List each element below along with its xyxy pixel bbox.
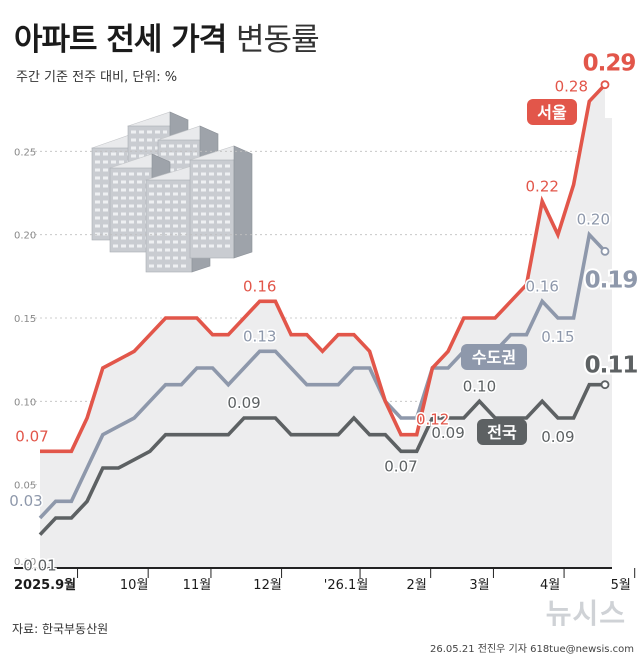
apartment-tower: [189, 145, 253, 259]
value-labels: 0.07 0.16 0.12 0.22 0.280.29 0.03 0.13 0.16 0.15…: [8, 49, 640, 577]
seoul-end-marker: [600, 80, 610, 90]
newsis-watermark: 뉴시스: [545, 597, 626, 630]
source-note: 자료: 한국부동산원: [12, 622, 109, 636]
seoul-series-label: 서울: [527, 99, 577, 125]
seoul-value-label: 0.28: [555, 77, 588, 95]
seoul-value-label: 0.12: [416, 411, 449, 429]
x-tick-label: 2025.9월: [14, 577, 76, 593]
chart-title: 아파트 전세 가격 변동률: [14, 14, 320, 59]
x-tick-label: 4월: [540, 578, 560, 593]
capital-line: [38, 230, 607, 520]
seoul-area-fill: [40, 84, 612, 569]
seoul-value-label: 0.07: [15, 427, 48, 445]
national-series-label: 전국: [477, 419, 527, 445]
capital-value-label: 0.13: [243, 327, 276, 345]
capital-series-label: 수도권: [461, 344, 527, 370]
seoul-value-label: 0.29: [583, 51, 636, 77]
x-tick-label: 3월: [469, 578, 489, 593]
seoul-line: [40, 83, 607, 454]
national-line: [38, 382, 605, 536]
x-tick-label: 12월: [253, 578, 282, 593]
title-light: 변동률: [236, 22, 320, 58]
y-tick-label: 0.25: [14, 147, 36, 158]
national-value-label: 0.09: [227, 394, 260, 412]
capital-value-label: 0.19: [585, 267, 638, 293]
title-bold: 아파트 전세 가격: [14, 22, 227, 58]
area-fill: [40, 84, 612, 569]
tower-side: [233, 145, 253, 259]
x-tick-label: 5월: [611, 578, 631, 593]
y-tick-label: 0.15: [14, 314, 36, 325]
capital-value-label: 0.20: [577, 211, 610, 229]
national-end-marker: [600, 380, 610, 390]
y-tick-label: 0.10: [14, 397, 36, 408]
seoul-label-pill: [527, 99, 577, 125]
capital-label-text: 수도권: [472, 348, 516, 367]
x-tick-label: 10월: [120, 578, 149, 593]
tower-face: [189, 159, 235, 259]
national-value-label: 0.07: [384, 457, 417, 475]
y-tick-label: 0.00: [14, 557, 36, 568]
capital-value-label: 0.03: [9, 492, 42, 510]
chart-subtitle: 주간 기준 전주 대비, 단위: %: [16, 70, 178, 85]
national-label-text: 전국: [487, 423, 517, 442]
seoul-value-label: 0.22: [526, 177, 559, 195]
national-value-label: 0.10: [463, 377, 496, 395]
seoul-label-text: 서울: [537, 103, 567, 122]
x-tick-label: '26.1월: [324, 578, 368, 593]
capital-end-marker: [600, 246, 610, 256]
series-lines: [38, 80, 610, 536]
national-value-label: 0.09: [541, 428, 574, 446]
seoul-value-label: 0.16: [243, 277, 276, 295]
capital-value-label: 0.15: [541, 328, 574, 346]
y-tick-label: 0.05: [14, 481, 36, 492]
apartment-buildings-illustration: [91, 111, 253, 273]
national-label-pill: [477, 419, 527, 445]
national-value-label: 0.09: [431, 424, 464, 442]
capital-label-pill: [461, 344, 527, 370]
byline-credit: 26.05.21 전진우 기자 618tue@newsis.com: [430, 644, 634, 655]
y-tick-label: 0.20: [14, 231, 36, 242]
national-value-label: 0.01: [23, 557, 56, 575]
x-tick-label: 2월: [407, 578, 427, 593]
capital-value-label: 0.16: [526, 277, 559, 295]
national-value-label: 0.11: [585, 353, 638, 379]
x-tick-label: 11월: [183, 578, 212, 593]
